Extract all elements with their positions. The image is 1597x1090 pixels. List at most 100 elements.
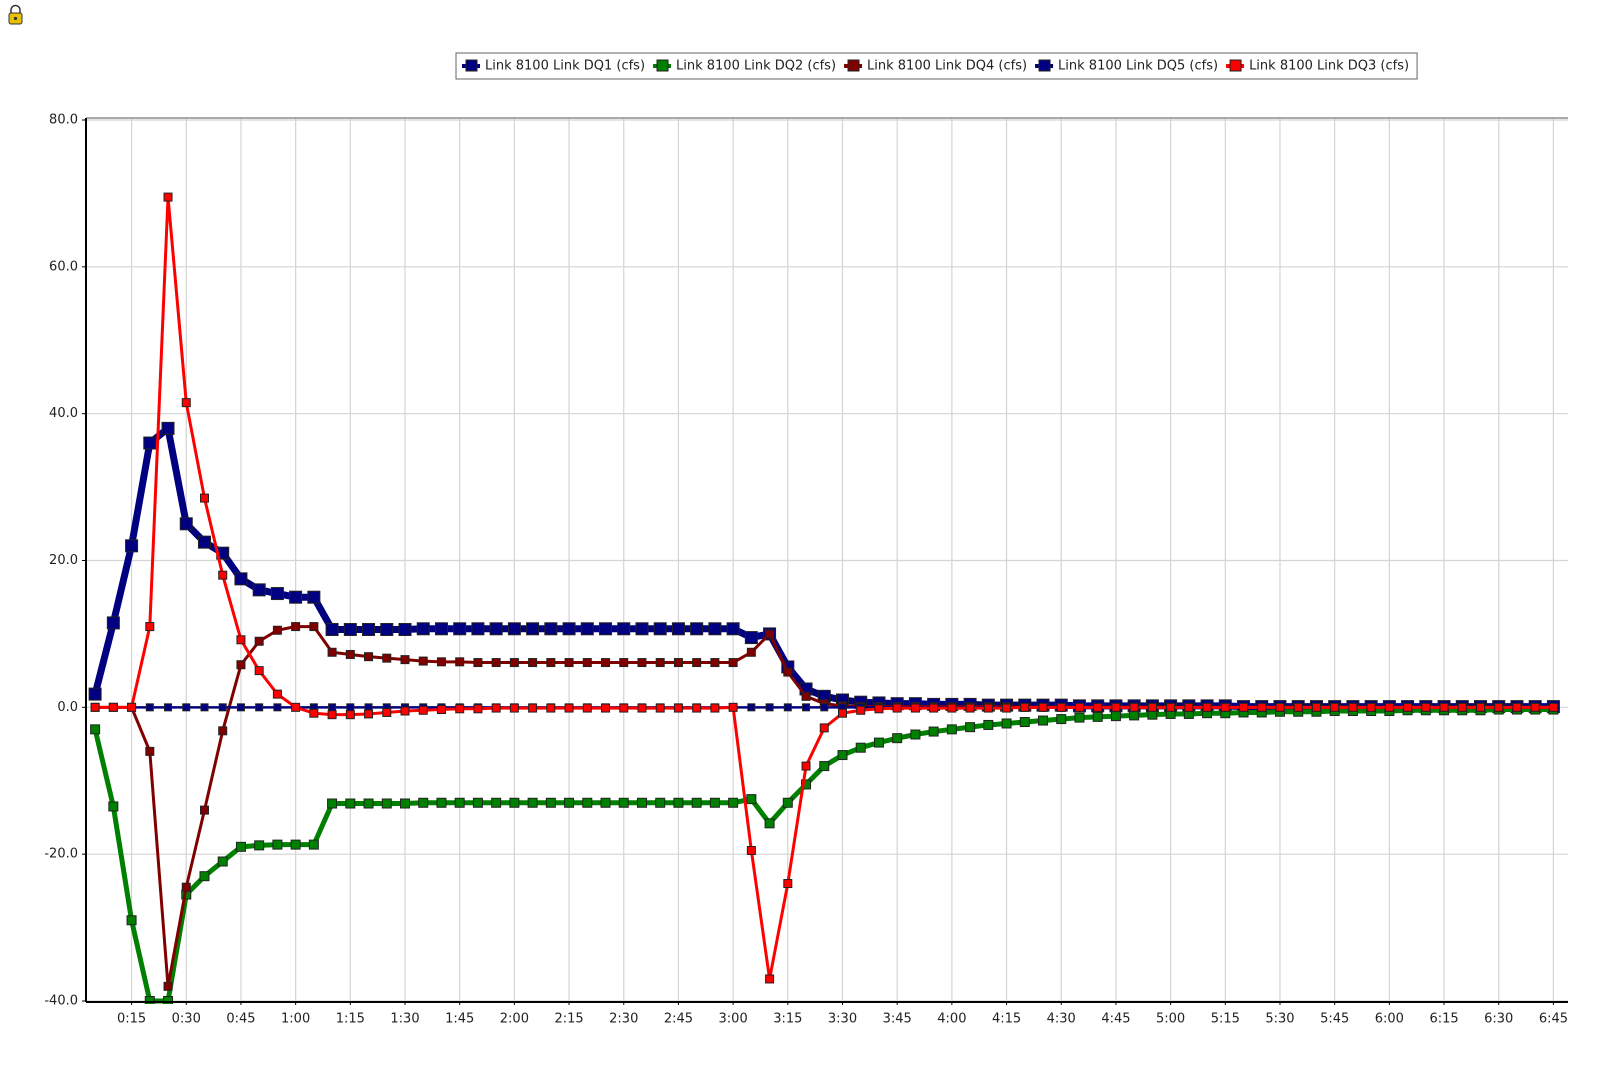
y-tick-label: 60.0 — [49, 259, 78, 274]
data-point — [345, 710, 355, 720]
legend: Link 8100 Link DQ1 (cfs) Link 8100 Link D… — [455, 52, 1418, 80]
data-point — [1311, 702, 1321, 712]
data-point — [820, 703, 829, 712]
x-tick-label: 5:30 — [1265, 1012, 1294, 1027]
data-point — [564, 658, 574, 668]
data-point — [90, 702, 100, 712]
data-point — [1019, 717, 1030, 728]
data-point — [601, 703, 611, 713]
data-point — [90, 724, 101, 735]
x-tick-label: 1:30 — [390, 1012, 419, 1027]
data-point — [88, 687, 102, 701]
legend-label: Link 8100 Link DQ4 (cfs) — [867, 59, 1027, 74]
data-point — [143, 436, 157, 450]
data-point — [783, 667, 793, 677]
data-point — [655, 658, 665, 668]
data-point — [400, 655, 410, 665]
data-point — [364, 652, 374, 662]
data-point — [436, 705, 446, 715]
data-point — [1020, 702, 1030, 712]
data-point — [564, 797, 575, 808]
data-point — [197, 535, 211, 549]
data-point — [489, 622, 503, 636]
data-point — [1074, 702, 1084, 712]
data-point — [546, 658, 556, 668]
data-point — [1147, 702, 1157, 712]
x-tick-label: 3:00 — [719, 1012, 748, 1027]
data-point — [272, 839, 283, 850]
legend-label: Link 8100 Link DQ3 (cfs) — [1249, 59, 1409, 74]
data-point — [856, 705, 866, 715]
x-tick-label: 4:15 — [992, 1012, 1021, 1027]
data-point — [837, 708, 847, 718]
data-point — [108, 702, 118, 712]
data-point — [744, 631, 758, 645]
data-point — [1129, 702, 1139, 712]
data-point — [691, 797, 702, 808]
data-point — [254, 840, 265, 851]
data-point — [1275, 702, 1285, 712]
data-point — [236, 635, 246, 645]
data-point — [545, 797, 556, 808]
data-point — [819, 761, 830, 772]
data-point — [382, 707, 392, 717]
legend-swatch — [847, 59, 860, 72]
data-point — [362, 623, 376, 637]
data-point — [217, 856, 228, 867]
data-point — [910, 729, 921, 740]
data-point — [619, 658, 629, 668]
data-point — [928, 726, 939, 737]
data-point — [325, 623, 339, 637]
data-point — [126, 915, 137, 926]
data-point — [381, 798, 392, 809]
data-point — [382, 653, 392, 663]
data-point — [436, 797, 447, 808]
data-point — [655, 797, 666, 808]
data-point — [400, 706, 410, 716]
data-point — [454, 797, 465, 808]
data-point — [1092, 711, 1103, 722]
data-point — [655, 703, 665, 713]
data-point — [327, 798, 338, 809]
data-point — [307, 590, 321, 604]
data-point — [218, 570, 228, 580]
data-point — [1002, 703, 1012, 713]
data-point — [965, 722, 976, 733]
data-point — [436, 657, 446, 667]
data-point — [527, 797, 538, 808]
x-tick-label: 2:15 — [554, 1012, 583, 1027]
data-point — [528, 703, 538, 713]
data-point — [509, 658, 519, 668]
data-point — [673, 797, 684, 808]
legend-swatch — [465, 59, 478, 72]
data-point — [619, 703, 629, 713]
data-point — [873, 737, 884, 748]
data-point — [1056, 702, 1066, 712]
data-point — [163, 981, 173, 991]
data-point — [491, 658, 501, 668]
data-point — [418, 656, 428, 666]
data-point — [1421, 702, 1431, 712]
data-point — [1548, 702, 1558, 712]
data-point — [1184, 702, 1194, 712]
data-point — [526, 622, 540, 636]
data-point — [855, 742, 866, 753]
data-point — [1001, 718, 1012, 729]
data-point — [726, 622, 740, 636]
data-point — [1239, 702, 1249, 712]
data-point — [473, 704, 483, 714]
data-point — [218, 703, 227, 712]
data-point — [398, 623, 412, 637]
data-point — [125, 539, 139, 553]
data-point — [710, 658, 720, 668]
legend-box — [455, 52, 1418, 80]
data-point — [1038, 715, 1049, 726]
data-point — [272, 625, 282, 635]
data-point — [290, 839, 301, 850]
data-point — [600, 797, 611, 808]
y-tick-label: 40.0 — [49, 406, 78, 421]
axes: -40.0 -20.0 0.0 20.0 40.0 60.0 80.0 0:15 0:30 0:4… — [44, 113, 1568, 1027]
data-point — [491, 797, 502, 808]
data-point — [801, 691, 811, 701]
data-point — [309, 622, 319, 632]
